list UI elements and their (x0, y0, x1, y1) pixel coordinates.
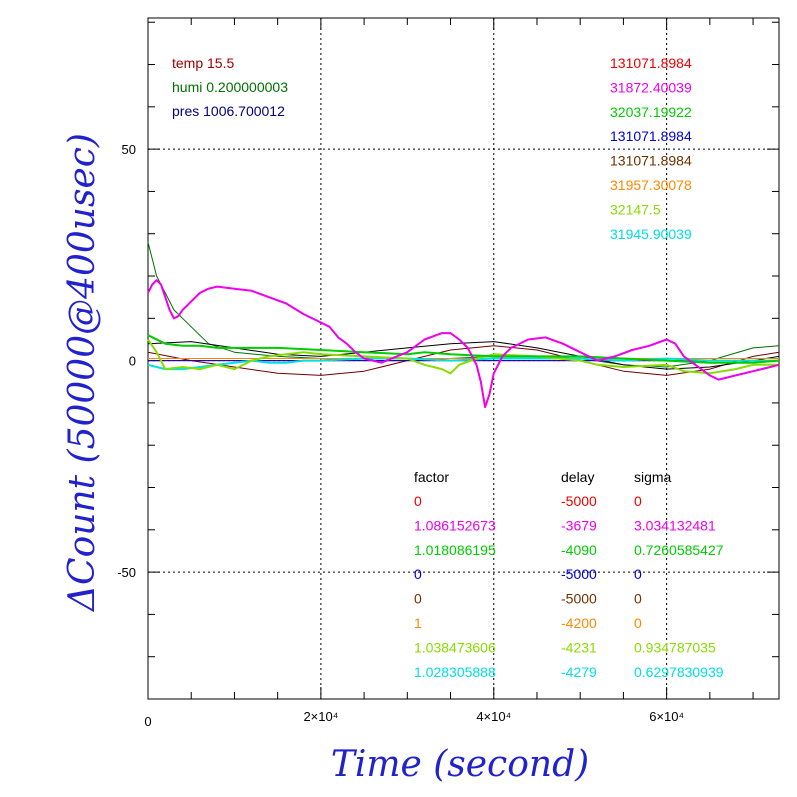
table-cell-factor: 0 (414, 566, 422, 582)
env-labels: temp 15.5 humi 0.200000003 pres 1006.70001… (172, 55, 288, 119)
table-cell-factor: 1.028305888 (414, 664, 496, 680)
table-cell-delay: -5000 (561, 591, 597, 607)
series-line-9 (147, 279, 780, 409)
env-label: pres 1006.700012 (172, 103, 285, 119)
table-cell-factor: 1 (414, 615, 422, 631)
table-cell-delay: -4279 (561, 664, 597, 680)
x-axis-title: Time (second) (331, 744, 589, 785)
table-cell-sigma: 0 (634, 493, 642, 509)
count-values: 131071.8984 31872.40039 32037.19922 131071.… (610, 55, 692, 242)
table-cell-delay: -4090 (561, 542, 597, 558)
count-value: 31945.90039 (610, 226, 692, 242)
table-cell-delay: -5000 (561, 566, 597, 582)
table-cell-sigma: 0.934787035 (634, 639, 716, 655)
series-line-8 (147, 334, 780, 364)
table-header-sigma: sigma (634, 469, 672, 485)
table-cell-sigma: 0.6297830939 (634, 664, 724, 680)
x-tick-label: 0 (144, 714, 151, 729)
table-cell-factor: 0 (414, 591, 422, 607)
table-cell-factor: 1.018086195 (414, 542, 496, 558)
y-tick-label: 0 (129, 354, 136, 369)
table-cell-sigma: 0 (634, 615, 642, 631)
table-header-delay: delay (561, 469, 594, 485)
count-value: 32037.19922 (610, 104, 692, 120)
series-lines (147, 242, 780, 409)
y-tick-label: 50 (122, 142, 136, 157)
parameter-table: factor delay sigma 0 -5000 0 1.086152673 -3679 3… (414, 469, 724, 680)
y-tick-label: -50 (117, 565, 136, 580)
table-cell-factor: 1.038473606 (414, 639, 496, 655)
table-cell-delay: -4231 (561, 639, 597, 655)
table-cell-delay: -3679 (561, 517, 597, 533)
count-value: 131071.8984 (610, 153, 692, 169)
table-cell-sigma: 3.034132481 (634, 517, 716, 533)
y-axis-title: ΔCount (50000@400usec) (62, 133, 103, 613)
count-value: 131071.8984 (610, 128, 692, 144)
count-value: 31957.30078 (610, 177, 692, 193)
table-cell-factor: 1.086152673 (414, 517, 496, 533)
table-cell-sigma: 0 (634, 591, 642, 607)
count-value: 31872.40039 (610, 79, 692, 95)
env-label: temp 15.5 (172, 55, 234, 71)
x-tick-label: 2×10⁴ (303, 709, 338, 724)
table-cell-sigma: 0.7260585427 (634, 542, 724, 558)
x-tick-label: 6×10⁴ (649, 709, 684, 724)
count-value: 32147.5 (610, 201, 661, 217)
x-tick-label: 4×10⁴ (476, 709, 511, 724)
table-cell-delay: -5000 (561, 493, 597, 509)
series-line-2 (147, 341, 780, 370)
tick-labels: 0 2×10⁴ 4×10⁴ 6×10⁴ 50 0 -50 (117, 142, 684, 729)
env-label: humi 0.200000003 (172, 79, 288, 95)
table-cell-factor: 0 (414, 493, 422, 509)
table-header-factor: factor (414, 469, 449, 485)
table-cell-sigma: 0 (634, 566, 642, 582)
table-cell-delay: -4200 (561, 615, 597, 631)
series-line-7 (147, 338, 779, 375)
count-value: 131071.8984 (610, 55, 692, 71)
